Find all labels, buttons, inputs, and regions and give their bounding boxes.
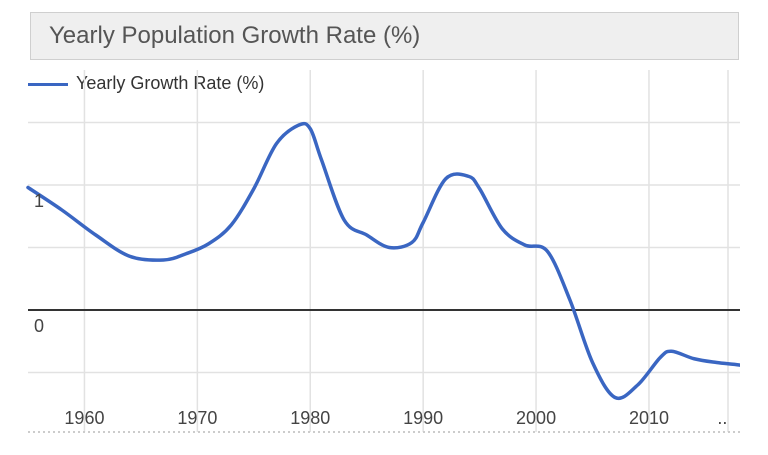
series-line-yearly-growth-rate: [26, 121, 740, 401]
grid: [28, 70, 740, 432]
legend-swatch: [28, 83, 68, 86]
y-tick-label: 0: [34, 316, 44, 336]
x-tick-label: 1980: [290, 408, 330, 428]
x-tick-label: 1990: [403, 408, 443, 428]
axes: [28, 309, 740, 433]
legend-label: Yearly Growth Rate (%): [76, 73, 265, 93]
x-tick-label: 2000: [516, 408, 556, 428]
x-tick-label: 2010: [629, 408, 669, 428]
chart-title: Yearly Population Growth Rate (%): [49, 22, 421, 49]
x-tick-label: ..: [717, 408, 727, 428]
tick-labels: 1960 1970 1980 1990 2000 2010 .. 0 1: [34, 191, 727, 428]
x-tick-label: 1960: [64, 408, 104, 428]
series-group: [26, 121, 740, 401]
chart-title-bar: Yearly Population Growth Rate (%): [30, 12, 739, 60]
x-tick-label: 1970: [177, 408, 217, 428]
y-tick-label: 1: [34, 191, 44, 211]
